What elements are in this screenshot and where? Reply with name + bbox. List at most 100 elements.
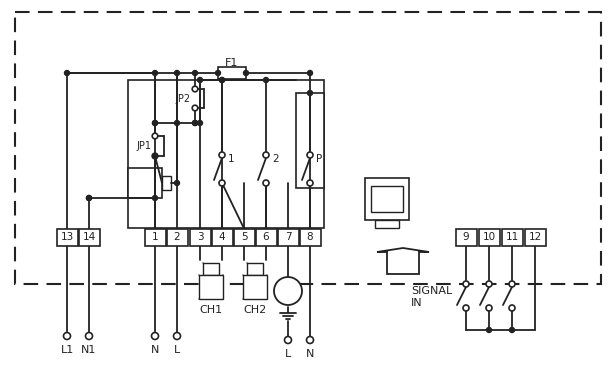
Circle shape (486, 305, 492, 311)
Circle shape (263, 180, 269, 186)
Circle shape (153, 120, 158, 126)
Bar (199, 275, 223, 299)
Bar (256, 228, 277, 246)
Text: 14: 14 (83, 232, 95, 242)
Text: N: N (306, 349, 314, 359)
Bar (479, 228, 500, 246)
Circle shape (153, 120, 158, 126)
Circle shape (152, 332, 158, 339)
Circle shape (192, 105, 198, 111)
Circle shape (174, 70, 179, 75)
Bar (501, 228, 522, 246)
Text: N: N (151, 345, 159, 355)
Text: SIGNAL
IN: SIGNAL IN (411, 286, 452, 308)
Text: 2: 2 (272, 154, 278, 164)
Text: 5: 5 (241, 232, 247, 242)
Bar (247, 263, 263, 275)
Bar (162, 176, 171, 190)
Text: 9: 9 (463, 232, 469, 242)
Bar (190, 228, 211, 246)
Text: JP1: JP1 (136, 141, 151, 151)
Text: 10: 10 (482, 232, 495, 242)
Bar (524, 228, 546, 246)
Circle shape (152, 133, 158, 139)
Text: 4: 4 (219, 232, 225, 242)
Text: P: P (316, 154, 322, 164)
Text: JP2: JP2 (176, 93, 191, 104)
Circle shape (192, 120, 198, 126)
Bar (145, 228, 166, 246)
Bar (371, 186, 403, 212)
Polygon shape (377, 248, 429, 274)
Circle shape (307, 70, 312, 75)
Circle shape (174, 120, 179, 126)
Text: N1: N1 (81, 345, 97, 355)
Bar (299, 228, 320, 246)
Bar (166, 228, 187, 246)
Text: L1: L1 (60, 345, 74, 355)
Circle shape (486, 281, 492, 287)
Bar (57, 228, 78, 246)
Circle shape (216, 70, 221, 75)
Circle shape (264, 77, 269, 83)
Text: 11: 11 (505, 232, 519, 242)
Circle shape (192, 120, 198, 126)
Circle shape (152, 153, 158, 159)
Circle shape (263, 152, 269, 158)
Bar (233, 228, 254, 246)
Circle shape (153, 154, 158, 158)
Bar (203, 263, 219, 275)
Bar (296, 93, 324, 188)
Circle shape (219, 77, 224, 83)
Text: 13: 13 (60, 232, 74, 242)
Circle shape (509, 281, 515, 287)
Text: L: L (285, 349, 291, 359)
Circle shape (174, 332, 180, 339)
Circle shape (307, 180, 313, 186)
Circle shape (243, 70, 248, 75)
Circle shape (65, 70, 70, 75)
Circle shape (274, 277, 302, 305)
Bar (128, 80, 324, 228)
Circle shape (463, 305, 469, 311)
Text: 1: 1 (228, 154, 235, 164)
Bar (128, 168, 162, 198)
Bar (455, 228, 477, 246)
Circle shape (487, 328, 492, 332)
Bar (15, 12, 601, 284)
Circle shape (198, 77, 203, 83)
Bar (375, 220, 399, 228)
Circle shape (509, 328, 514, 332)
Circle shape (219, 152, 225, 158)
Circle shape (219, 77, 224, 83)
Text: 1: 1 (152, 232, 158, 242)
Text: 3: 3 (197, 232, 203, 242)
Text: 2: 2 (174, 232, 180, 242)
Text: F1: F1 (225, 58, 238, 68)
Text: 8: 8 (307, 232, 314, 242)
Circle shape (307, 337, 314, 344)
Circle shape (198, 120, 203, 126)
Bar (218, 67, 246, 79)
Circle shape (153, 196, 158, 201)
Bar (277, 228, 299, 246)
Circle shape (509, 305, 515, 311)
Text: 12: 12 (529, 232, 541, 242)
Circle shape (63, 332, 70, 339)
Circle shape (307, 152, 313, 158)
Circle shape (192, 86, 198, 92)
Circle shape (174, 181, 179, 185)
Bar (211, 228, 232, 246)
Bar (78, 228, 100, 246)
Circle shape (153, 70, 158, 75)
Text: CH2: CH2 (243, 305, 267, 315)
Bar (243, 275, 267, 299)
Text: 7: 7 (285, 232, 291, 242)
Circle shape (86, 332, 92, 339)
Circle shape (219, 180, 225, 186)
Circle shape (463, 281, 469, 287)
Text: L: L (174, 345, 180, 355)
Text: CH1: CH1 (200, 305, 222, 315)
Text: 6: 6 (262, 232, 269, 242)
Bar (365, 178, 409, 220)
